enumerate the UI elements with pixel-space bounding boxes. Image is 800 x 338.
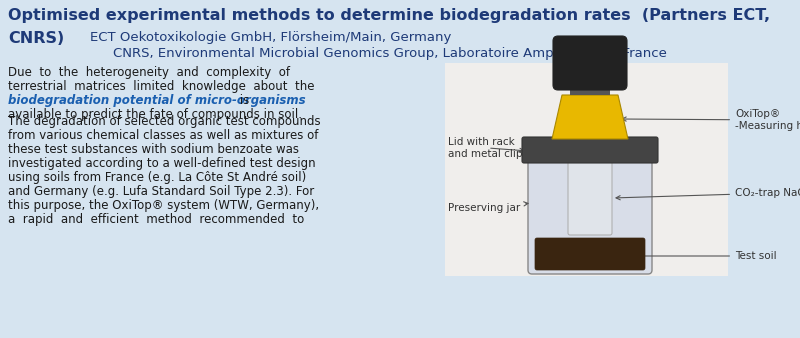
Text: Test soil: Test soil — [624, 251, 777, 261]
Text: Lid with rack
and metal clips: Lid with rack and metal clips — [448, 137, 528, 159]
Text: CO₂-trap NaOH: CO₂-trap NaOH — [616, 188, 800, 200]
Text: and Germany (e.g. Lufa Standard Soil Type 2.3). For: and Germany (e.g. Lufa Standard Soil Typ… — [8, 185, 314, 198]
Text: this purpose, the OxiTop® system (WTW, Germany),: this purpose, the OxiTop® system (WTW, G… — [8, 199, 319, 212]
FancyBboxPatch shape — [568, 161, 612, 235]
Text: ECT Oekotoxikologie GmbH, Flörsheim/Main, Germany: ECT Oekotoxikologie GmbH, Flörsheim/Main… — [90, 31, 451, 44]
Text: Due  to  the  heterogeneity  and  complexity  of: Due to the heterogeneity and complexity … — [8, 66, 290, 79]
Text: a  rapid  and  efficient  method  recommended  to: a rapid and efficient method recommended… — [8, 213, 304, 226]
Text: OxiTop®
-Measuring head: OxiTop® -Measuring head — [622, 109, 800, 131]
Text: Optimised experimental methods to determine biodegradation rates  (Partners ECT,: Optimised experimental methods to determ… — [8, 8, 770, 23]
Polygon shape — [552, 95, 628, 139]
Text: terrestrial  matrices  limited  knowledge  about  the: terrestrial matrices limited knowledge a… — [8, 80, 314, 93]
Text: The degradation of selected organic test compounds: The degradation of selected organic test… — [8, 115, 321, 128]
Text: is: is — [236, 94, 249, 107]
Text: CNRS): CNRS) — [8, 31, 64, 46]
Text: Preserving jar: Preserving jar — [448, 202, 528, 213]
FancyBboxPatch shape — [528, 149, 652, 274]
Text: these test substances with sodium benzoate was: these test substances with sodium benzoa… — [8, 143, 299, 156]
Text: from various chemical classes as well as mixtures of: from various chemical classes as well as… — [8, 129, 318, 142]
Text: biodegradation potential of micro-organisms: biodegradation potential of micro-organi… — [8, 94, 306, 107]
FancyBboxPatch shape — [553, 36, 627, 90]
FancyBboxPatch shape — [535, 238, 645, 270]
Text: CNRS, Environmental Microbial Genomics Group, Laboratoire Ampère, Lyon, France: CNRS, Environmental Microbial Genomics G… — [113, 47, 667, 60]
Text: available to predict the fate of compounds in soil.: available to predict the fate of compoun… — [8, 108, 302, 121]
Text: investigated according to a well-defined test design: investigated according to a well-defined… — [8, 157, 316, 170]
FancyBboxPatch shape — [570, 85, 610, 95]
FancyBboxPatch shape — [522, 137, 658, 163]
Bar — [445, 63, 728, 276]
Text: using soils from France (e.g. La Côte St André soil): using soils from France (e.g. La Côte St… — [8, 171, 306, 184]
